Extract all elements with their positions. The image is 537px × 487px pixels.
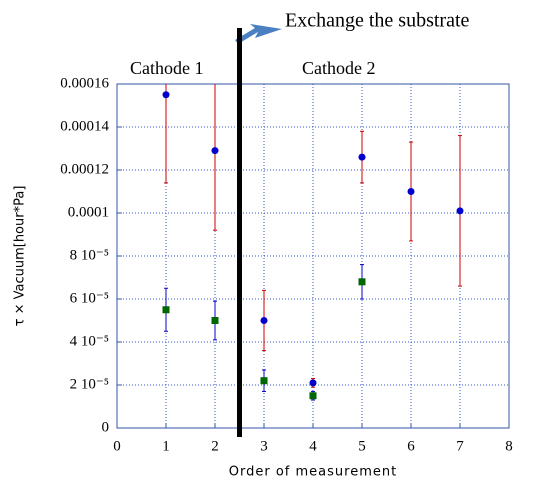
point [456, 207, 464, 215]
point [211, 147, 219, 155]
point [309, 392, 317, 400]
x-tick-label: 4 [309, 438, 317, 454]
x-tick-label: 6 [407, 438, 415, 454]
point [260, 317, 268, 324]
y-tick-label: 4 10⁻⁵ [70, 333, 109, 349]
y-tick-label: 0.0001 [68, 204, 109, 220]
point [309, 379, 317, 387]
point [211, 317, 219, 324]
annotation: Cathode 1 [130, 58, 204, 78]
x-tick-label: 1 [162, 438, 170, 454]
y-tick-label: 0.00014 [60, 118, 109, 134]
x-tick-label: 2 [211, 438, 219, 454]
y-tick-label: 8 10⁻⁵ [70, 247, 109, 263]
y-tick-label: 6 10⁻⁵ [70, 290, 109, 306]
x-tick-label: 8 [505, 438, 513, 454]
annotation: Cathode 2 [302, 58, 376, 78]
plot-frame [116, 83, 510, 429]
annotation: Exchange the substrate [285, 10, 469, 32]
point [407, 188, 415, 195]
y-tick-label: 2 10⁻⁵ [70, 376, 109, 392]
x-tick-label: 0 [113, 438, 121, 454]
x-tick-label: 7 [456, 438, 464, 454]
y-tick-label: 0.00016 [60, 75, 109, 91]
y-axis-label: τ × Vacuum[hour*Pa] [13, 186, 28, 327]
point [358, 278, 366, 286]
arrow [235, 24, 282, 44]
x-tick-label: 5 [358, 438, 366, 454]
x-tick-label: 3 [260, 438, 268, 454]
point [162, 91, 170, 99]
point [162, 306, 170, 314]
point [358, 153, 366, 161]
y-tick-label: 0.00012 [60, 161, 109, 177]
y-tick-label: 0 [102, 419, 110, 435]
point [260, 377, 268, 385]
x-axis-label: Order of measurement [229, 465, 397, 480]
